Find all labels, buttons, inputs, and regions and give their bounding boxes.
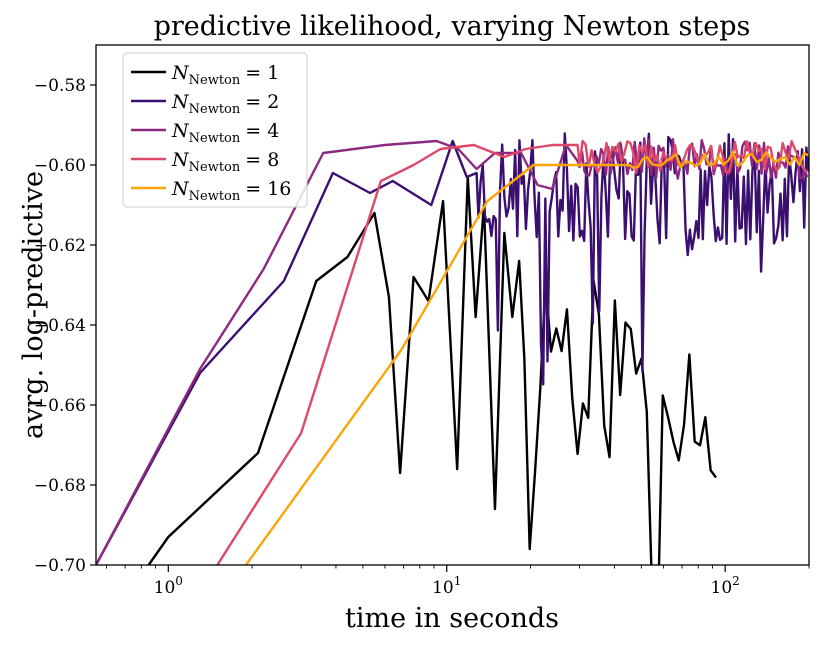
legend-value: = 16 [245,178,291,200]
legend-symbol: N [171,62,190,84]
x-tick-base: 10 [711,578,733,598]
legend-symbol: N [171,91,190,113]
legend-label: NNewton = 8 [171,149,279,175]
y-tick-label: −0.66 [34,396,86,416]
x-tick-label: 100 [154,574,183,598]
y-tick-label: −0.58 [34,76,86,96]
legend-subscript: Newton [189,73,241,88]
legend-symbol: N [171,149,190,171]
legend-label: NNewton = 1 [171,62,279,88]
x-tick-base: 10 [154,578,176,598]
series-line-newton-2 [96,132,809,565]
legend-subscript: Newton [189,131,241,146]
y-tick-label: −0.64 [34,316,86,336]
x-tick-exponent: 1 [454,574,462,588]
legend-label: NNewton = 4 [171,120,279,146]
legend-value: = 2 [245,91,279,113]
legend-subscript: Newton [189,160,241,175]
y-tick-label: −0.62 [34,236,86,256]
series-line-newton-16 [244,150,809,565]
series-line-newton-1 [147,175,717,565]
legend-subscript: Newton [189,102,241,117]
y-axis-label: avrg. log-predictive [18,171,49,439]
x-axis-label: time in seconds [345,603,559,634]
legend-symbol: N [171,120,190,142]
legend-frame [122,52,308,208]
series-line-newton-4 [96,137,809,565]
x-axis: 100 101 102 [106,565,810,598]
y-tick-label: −0.68 [34,476,86,496]
series-layer [96,132,809,565]
legend-subscript: Newton [189,189,241,204]
legend-value: = 1 [245,62,279,84]
x-tick-base: 10 [432,578,454,598]
legend-label: NNewton = 2 [171,91,279,117]
x-tick-label: 102 [711,574,740,598]
series-line-newton-8 [216,139,808,565]
legend-symbol: N [171,178,190,200]
y-axis: −0.58 −0.60 −0.62 −0.64 −0.66 −0.68 −0.70 [34,76,96,576]
legend-value: = 4 [245,120,279,142]
x-tick-exponent: 0 [175,574,183,588]
legend-label: NNewton = 16 [171,178,291,204]
x-tick-label: 101 [432,574,461,598]
y-tick-label: −0.60 [34,156,86,176]
legend-value: = 8 [245,149,279,171]
y-tick-label: −0.70 [34,556,86,576]
x-tick-exponent: 2 [732,574,740,588]
plot-frame [95,44,810,566]
chart-title: predictive likelihood, varying Newton st… [154,11,751,42]
